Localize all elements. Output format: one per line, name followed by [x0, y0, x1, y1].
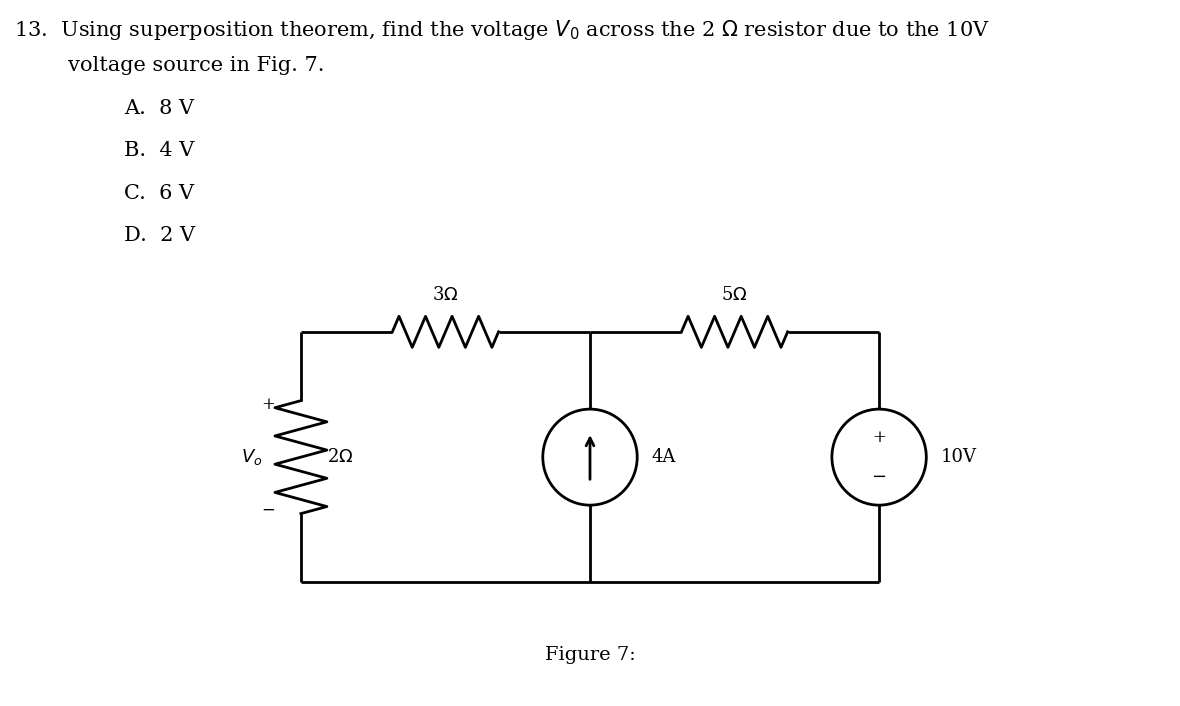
- Text: Figure 7:: Figure 7:: [545, 646, 635, 664]
- Text: voltage source in Fig. 7.: voltage source in Fig. 7.: [68, 56, 325, 76]
- Text: B.  4 V: B. 4 V: [124, 141, 195, 160]
- Text: +: +: [872, 429, 886, 446]
- Text: 5$\Omega$: 5$\Omega$: [721, 286, 748, 304]
- Text: 4A: 4A: [651, 448, 676, 466]
- Text: −: −: [872, 468, 886, 486]
- Text: −: −: [261, 501, 275, 519]
- Text: 3$\Omega$: 3$\Omega$: [432, 286, 459, 304]
- Text: $V_o$: $V_o$: [241, 447, 262, 467]
- Text: 10V: 10V: [940, 448, 977, 466]
- Text: A.  8 V: A. 8 V: [124, 99, 194, 118]
- Text: C.  6 V: C. 6 V: [124, 184, 194, 203]
- Text: +: +: [261, 395, 275, 413]
- Text: 13.  Using superposition theorem, find the voltage $V_0$ across the 2 $\Omega$ r: 13. Using superposition theorem, find th…: [14, 18, 990, 42]
- Text: D.  2 V: D. 2 V: [124, 226, 195, 245]
- Text: 2$\Omega$: 2$\Omega$: [327, 448, 353, 466]
